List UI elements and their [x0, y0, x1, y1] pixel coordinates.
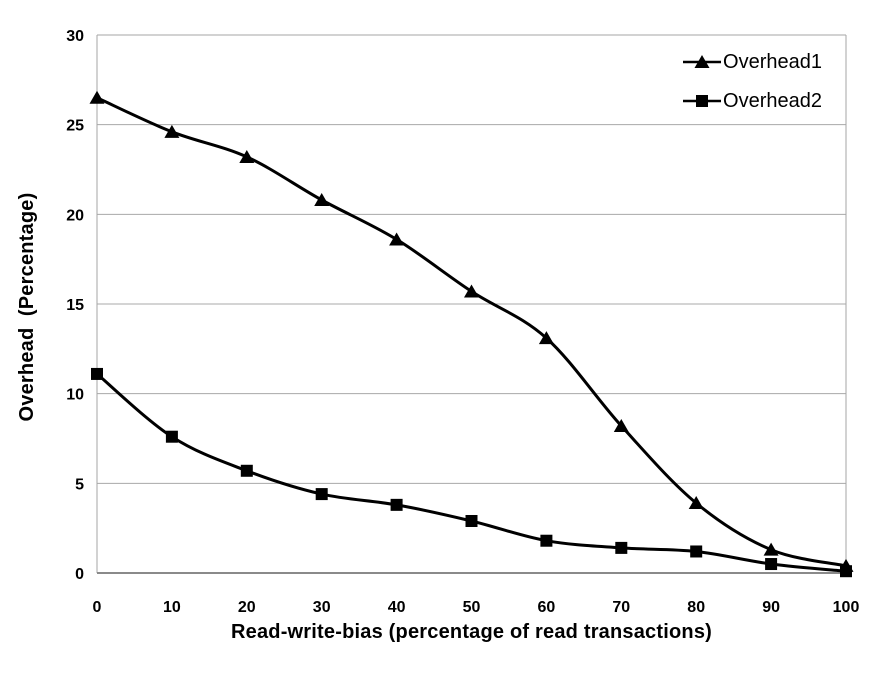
- data-point-overhead2-x70: [615, 541, 628, 554]
- data-point-overhead1-x60: [538, 331, 554, 345]
- data-point-overhead2-x40: [390, 498, 403, 511]
- y-axis-title: Overhead (Percentage): [16, 192, 38, 422]
- y-tick-label-15: 15: [66, 297, 84, 314]
- data-point-overhead1-x70: [613, 418, 629, 432]
- data-point-overhead1-x30: [314, 192, 330, 206]
- data-point-overhead1-x40: [389, 232, 405, 246]
- y-tick-label-30: 30: [66, 28, 84, 45]
- data-point-overhead2-x30: [315, 488, 328, 501]
- data-point-overhead1-x0: [89, 90, 105, 104]
- x-tick-label-60: 60: [538, 599, 556, 616]
- legend-label-overhead1: Overhead1: [723, 51, 822, 73]
- x-tick-label-10: 10: [163, 599, 181, 616]
- legend-item-overhead2: Overhead2: [681, 90, 822, 112]
- data-point-overhead1-x10: [164, 124, 180, 138]
- series-line-overhead1: [96, 96, 847, 568]
- legend-triangle-glyph: [694, 55, 710, 68]
- y-tick-label-0: 0: [75, 566, 84, 583]
- data-point-overhead2-x0: [91, 367, 103, 380]
- x-tick-label-70: 70: [612, 599, 630, 616]
- x-tick-label-20: 20: [238, 599, 256, 616]
- data-point-overhead2-x10: [165, 430, 178, 443]
- x-tick-label-90: 90: [762, 599, 780, 616]
- data-point-overhead1-x20: [239, 149, 255, 163]
- x-tick-label-0: 0: [93, 599, 102, 616]
- data-point-overhead2-x100: [840, 565, 852, 578]
- data-point-overhead2-x80: [690, 545, 703, 558]
- legend-label-overhead2: Overhead2: [723, 90, 822, 112]
- data-point-overhead1-x90: [763, 542, 779, 556]
- y-tick-label-20: 20: [66, 207, 84, 224]
- legend: Overhead1 Overhead2: [681, 51, 822, 112]
- data-point-overhead2-x20: [240, 464, 253, 477]
- y-tick-label-10: 10: [66, 387, 84, 404]
- y-tick-label-5: 5: [75, 476, 84, 493]
- series-line-overhead2: [96, 372, 847, 573]
- square-marker-icon: [683, 95, 722, 107]
- y-tick-label-25: 25: [66, 118, 84, 135]
- data-point-overhead1-x80: [688, 496, 704, 510]
- triangle-marker-icon: [683, 55, 722, 68]
- legend-item-overhead1: Overhead1: [681, 51, 822, 73]
- data-point-overhead2-x60: [540, 534, 553, 547]
- data-point-overhead1-x50: [464, 284, 479, 298]
- x-tick-label-30: 30: [313, 599, 331, 616]
- x-tick-label-100: 100: [833, 599, 860, 616]
- legend-square-glyph: [696, 95, 709, 107]
- x-tick-label-80: 80: [687, 599, 705, 616]
- x-axis-title: Read-write-bias (percentage of read tran…: [230, 621, 713, 643]
- data-point-overhead2-x50: [465, 514, 478, 527]
- data-point-overhead2-x90: [765, 558, 778, 571]
- x-tick-label-40: 40: [388, 599, 406, 616]
- x-tick-label-50: 50: [463, 599, 481, 616]
